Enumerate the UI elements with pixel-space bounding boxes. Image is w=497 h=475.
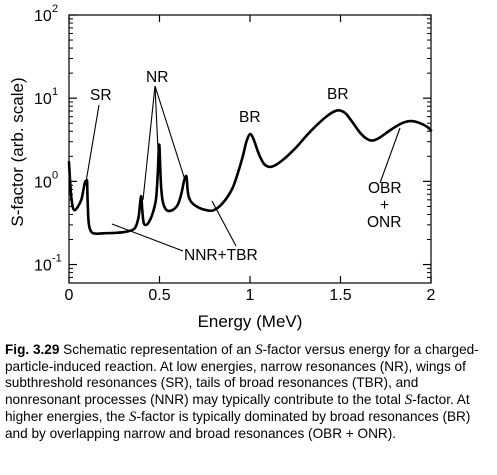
nr-leader-line-3 bbox=[154, 85, 186, 181]
figure-label: Fig. 3.29 bbox=[5, 342, 60, 357]
figure-caption: Fig. 3.29 Schematic representation of an… bbox=[5, 342, 493, 442]
nr-leader-line-2 bbox=[154, 85, 159, 151]
y-tick-exponent: 0 bbox=[52, 169, 58, 181]
annotation-leader-lines bbox=[85, 85, 401, 252]
caption-text-2: -factor versus energy for a charged-part… bbox=[5, 342, 479, 408]
sr-leader-line bbox=[85, 104, 100, 183]
x-tick-label: 1 bbox=[246, 287, 255, 304]
y-tick-exponent: -1 bbox=[52, 253, 62, 265]
caption-symbol-2: S bbox=[404, 392, 413, 409]
obr-onr-leader-line bbox=[379, 127, 401, 184]
nnr-tbr-leader-line-2 bbox=[211, 200, 237, 247]
s-factor-curve bbox=[67, 109, 433, 235]
caption-symbol-3: S bbox=[128, 408, 137, 425]
y-tick-base: 10 bbox=[34, 174, 52, 191]
y-tick-base: 10 bbox=[34, 8, 52, 25]
caption-text-3: -factor. At higher energies, the bbox=[5, 392, 470, 424]
annotation-nnr-tbr: NNR+TBR bbox=[184, 247, 258, 264]
nnr-tbr-leader-line-1 bbox=[111, 223, 184, 252]
annotation-plus: + bbox=[380, 197, 389, 214]
x-tick-label: 1.5 bbox=[329, 287, 351, 304]
caption-symbol-1: S bbox=[255, 342, 263, 358]
y-tick-base: 10 bbox=[34, 258, 52, 275]
plot-frame bbox=[68, 14, 432, 284]
y-tick-exponent: 1 bbox=[52, 86, 58, 98]
y-axis-label: S-factor (arb. scale) bbox=[8, 77, 27, 226]
y-tick-label: 10 0 bbox=[34, 169, 58, 191]
x-tick-label: 0.5 bbox=[148, 287, 170, 304]
x-tick-label: 2 bbox=[427, 287, 436, 304]
y-tick-label: 10 2 bbox=[34, 3, 58, 25]
x-tick-labels: 0 0.5 1 1.5 2 bbox=[65, 287, 436, 304]
annotation-onr: ONR bbox=[367, 214, 401, 231]
y-tick-exponent: 2 bbox=[52, 3, 58, 15]
annotation-obr: OBR bbox=[368, 180, 402, 197]
x-axis-label: Energy (MeV) bbox=[198, 312, 303, 331]
x-tick-label: 0 bbox=[65, 287, 74, 304]
caption-text-4: -factor is typically dominated by broad … bbox=[5, 408, 471, 441]
y-tick-label: 10 1 bbox=[34, 86, 58, 108]
y-tick-label: 10 -1 bbox=[34, 253, 62, 275]
nr-leader-line-1 bbox=[142, 85, 156, 201]
annotation-nr: NR bbox=[146, 69, 168, 86]
axis-ticks bbox=[68, 14, 432, 284]
annotation-sr: SR bbox=[90, 87, 112, 104]
annotation-br-2: BR bbox=[327, 86, 349, 103]
annotation-br-1: BR bbox=[239, 109, 261, 126]
y-tick-base: 10 bbox=[34, 91, 52, 108]
caption-text-1: Schematic representation of an bbox=[59, 342, 256, 357]
